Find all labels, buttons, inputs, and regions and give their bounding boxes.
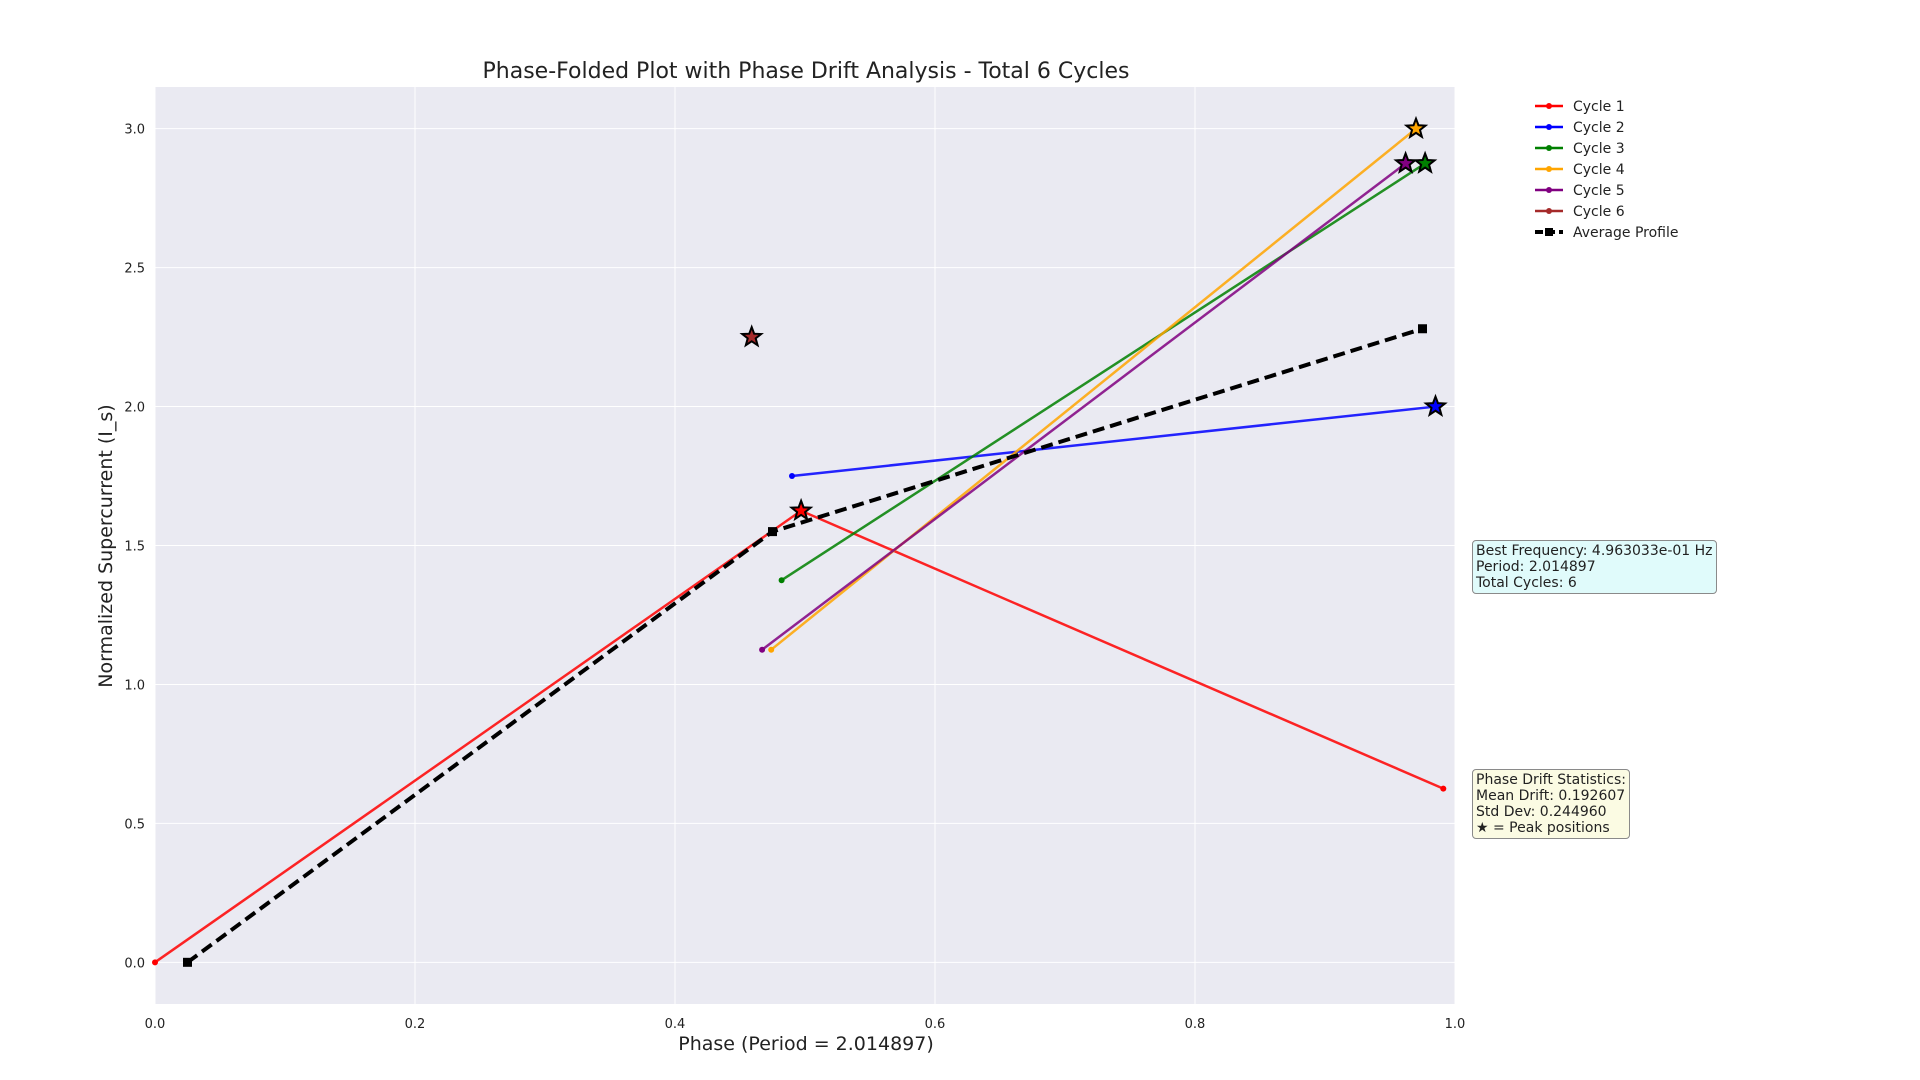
- chart-title: Phase-Folded Plot with Phase Drift Analy…: [483, 59, 1130, 84]
- x-tick-label: 1.0: [1445, 1017, 1466, 1032]
- peak-star-marker: [739, 324, 764, 348]
- x-tick-label: 0.0: [145, 1017, 166, 1032]
- axis-ticks: 0.0 0.2 0.4 0.6 0.8 1.0 0.0 0.5 1.0 1.5 2.0 2.5 3.0: [124, 123, 1465, 1032]
- period-line: Period: 2.014897: [1476, 559, 1596, 575]
- y-tick-label: 2.5: [124, 262, 145, 277]
- series-line-cycle-2: [791, 405, 1436, 478]
- peak-star-marker: [1412, 150, 1438, 174]
- legend-marker-cycle-3: [1546, 145, 1552, 151]
- frequency-info-box: Best Frequency: 4.963033e-01 Hz Period: …: [1472, 540, 1717, 594]
- series-line-cycle-3: [780, 162, 1426, 582]
- legend-marker-average-profile: [1545, 228, 1553, 236]
- data-point-cycle-2: [789, 473, 795, 480]
- legend-marker-cycle-1: [1546, 103, 1552, 109]
- x-tick-label: 0.8: [1185, 1017, 1206, 1032]
- legend-label: Cycle 5: [1573, 183, 1625, 199]
- data-point-cycle-1: [1440, 785, 1447, 792]
- legend-label: Cycle 1: [1573, 99, 1625, 115]
- peak-legend-note: ★ = Peak positions: [1476, 820, 1610, 836]
- drift-stats-box: Phase Drift Statistics: Mean Drift: 0.19…: [1472, 769, 1631, 839]
- data-point-cycle-5: [759, 646, 766, 653]
- peak-star-marker: [1423, 393, 1448, 417]
- y-axis-label: Normalized Supercurrent (I_s): [95, 404, 117, 687]
- legend-marker-cycle-6: [1546, 208, 1552, 214]
- mean-drift-line: Mean Drift: 0.192607: [1476, 788, 1626, 804]
- data-point-cycle-4: [768, 646, 775, 653]
- std-dev-line: Std Dev: 0.244960: [1476, 804, 1607, 820]
- x-tick-label: 0.4: [665, 1017, 686, 1032]
- average-profile-marker: [1418, 324, 1427, 334]
- frequency-line: Best Frequency: 4.963033e-01 Hz: [1476, 543, 1713, 559]
- x-tick-label: 0.6: [925, 1017, 946, 1032]
- peak-star-marker: [788, 497, 814, 522]
- stats-heading: Phase Drift Statistics:: [1476, 772, 1627, 788]
- peak-star-marker: [1403, 115, 1429, 140]
- y-tick-label: 0.5: [124, 817, 145, 832]
- total-cycles-line: Total Cycles: 6: [1476, 575, 1577, 591]
- x-axis-label: Phase (Period = 2.014897): [678, 1033, 934, 1055]
- y-tick-label: 2.0: [124, 401, 145, 416]
- peak-markers: [739, 115, 1448, 522]
- y-tick-label: 1.5: [124, 540, 145, 555]
- legend-label: Cycle 6: [1573, 204, 1625, 220]
- legend-label: Cycle 4: [1573, 162, 1625, 178]
- x-tick-label: 0.2: [405, 1017, 426, 1032]
- series-line-cycle-5: [761, 162, 1407, 651]
- y-tick-label: 0.0: [124, 956, 145, 971]
- data-point-cycle-1: [152, 959, 158, 966]
- average-profile-marker: [768, 527, 777, 537]
- legend-label: Cycle 3: [1573, 141, 1625, 157]
- legend-marker-cycle-2: [1546, 124, 1552, 130]
- y-tick-label: 1.0: [124, 678, 145, 693]
- legend: Cycle 1 Cycle 2 Cycle 3 Cycle 4 Cycle 5 Cycle…: [1535, 99, 1678, 241]
- y-tick-label: 3.0: [124, 123, 145, 138]
- average-profile-marker: [183, 957, 192, 967]
- peak-star-marker: [1393, 150, 1418, 174]
- legend-label: Cycle 2: [1573, 120, 1625, 136]
- legend-marker-cycle-4: [1546, 166, 1552, 172]
- legend-marker-cycle-5: [1546, 187, 1552, 193]
- legend-label: Average Profile: [1573, 225, 1678, 241]
- grid: [154, 87, 1456, 1004]
- data-point-cycle-3: [778, 577, 785, 584]
